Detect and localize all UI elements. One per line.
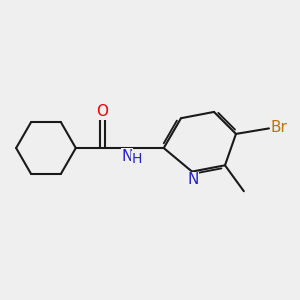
- Text: N: N: [122, 149, 133, 164]
- Text: N: N: [187, 172, 199, 188]
- Text: Br: Br: [271, 120, 287, 135]
- Text: H: H: [131, 152, 142, 166]
- Text: O: O: [97, 104, 109, 119]
